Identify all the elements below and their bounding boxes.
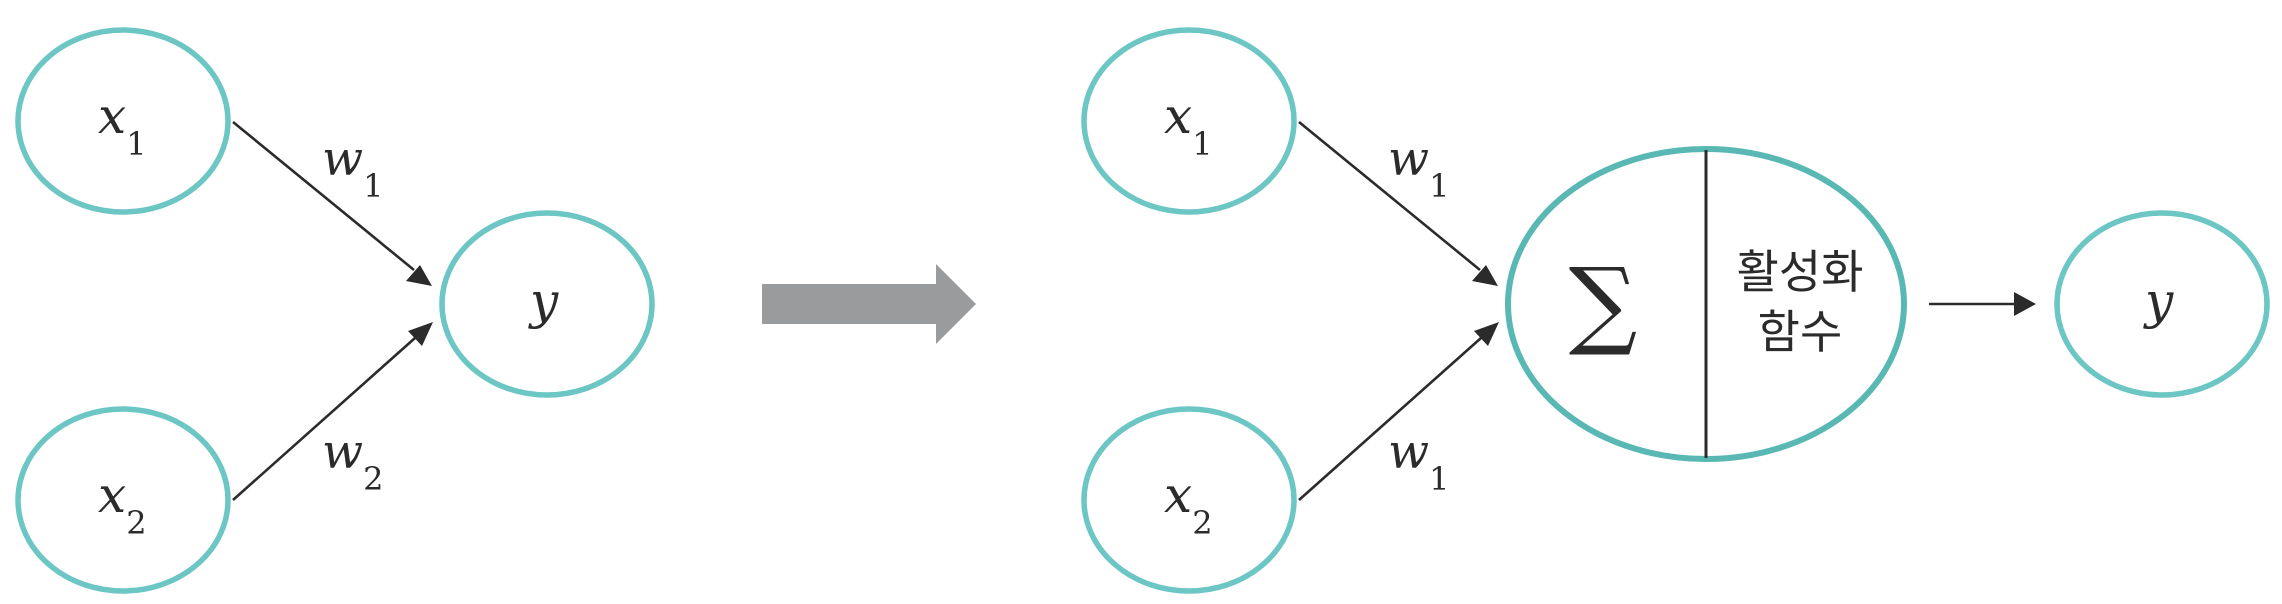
left-input-label-2: x2	[98, 466, 147, 542]
right-arrowhead-2	[1474, 322, 1499, 346]
right-arrowhead-3	[2014, 292, 2036, 316]
left-arrowhead-2	[408, 322, 433, 346]
left-input-node-1	[15, 27, 231, 215]
right-arrowhead-1	[1472, 265, 1498, 286]
right-input-node-1	[1081, 27, 1297, 215]
left-weight-label-2: w2	[322, 424, 383, 498]
sum-symbol: ∑	[1569, 247, 1638, 359]
activation-label-line-2: 함수	[1758, 305, 1843, 359]
right-edge-x2-neuron	[1298, 337, 1482, 501]
left-output-node	[439, 210, 655, 398]
left-edge-x1-y	[232, 120, 415, 272]
right-output-node	[2054, 210, 2270, 398]
left-arrowhead-1	[406, 265, 432, 286]
right-weight-label-1: w1	[1388, 131, 1449, 205]
left-weight-label-1: w1	[322, 131, 383, 205]
right-weight-label-2: w1	[1388, 424, 1449, 498]
right-input-node-2	[1081, 406, 1297, 594]
left-input-node-2	[15, 406, 231, 594]
right-diagram: x1 x2 w1 w1 ∑ 활성화 함수 y	[1081, 27, 2270, 594]
right-input-label-1: x1	[1164, 87, 1213, 163]
left-input-label-1: x1	[98, 87, 147, 163]
right-edge-x1-neuron	[1298, 120, 1481, 272]
left-diagram: x1 x2 w1 w2 y	[15, 27, 655, 594]
right-input-label-2: x2	[1164, 466, 1213, 542]
right-arrow-icon	[762, 264, 976, 344]
right-output-label: y	[2143, 272, 2174, 330]
activation-label-line-1: 활성화	[1737, 245, 1864, 299]
left-edge-x2-y	[232, 337, 416, 501]
left-output-label: y	[528, 272, 559, 330]
